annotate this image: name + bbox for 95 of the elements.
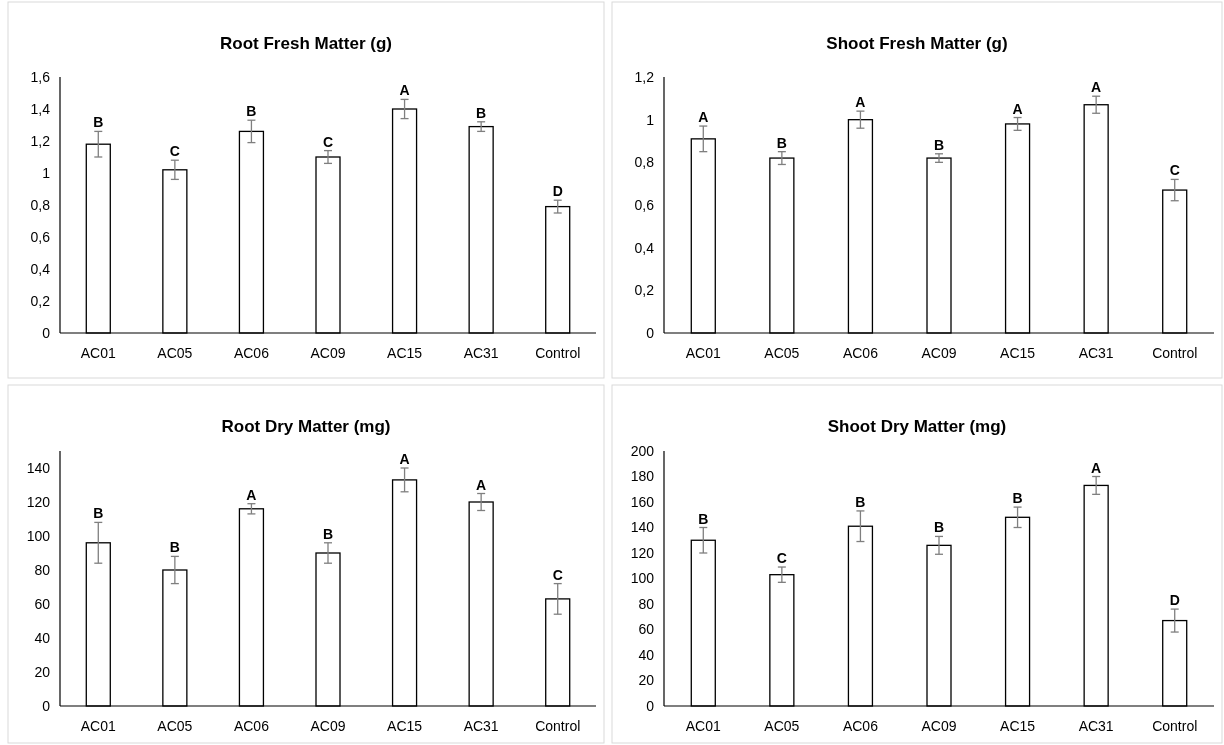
annotation: B — [246, 103, 257, 120]
annotation: C — [1169, 162, 1180, 179]
annotation: B — [93, 505, 104, 522]
y-tick-label: 0,2 — [634, 282, 655, 299]
x-tick-label: AC09 — [921, 345, 957, 361]
x-tick-label: AC31 — [463, 718, 499, 734]
x-tick-label: Control — [535, 718, 581, 734]
y-tick-label: 140 — [630, 519, 655, 536]
x-tick-label: AC31 — [1078, 718, 1114, 734]
y-tick-label: 120 — [26, 493, 51, 510]
annotation: C — [322, 133, 334, 150]
y-tick-label: 120 — [630, 544, 655, 561]
annotation: A — [399, 82, 410, 99]
y-tick-label: 40 — [638, 646, 655, 663]
y-tick-label: 20 — [638, 672, 655, 689]
annotation: A — [855, 94, 866, 111]
y-tick-label: 0 — [42, 324, 51, 341]
annotation: B — [322, 525, 334, 542]
x-tick-label: AC15 — [1000, 345, 1036, 361]
chart-title: Root Dry Matter (mg) — [221, 417, 391, 436]
y-tick-label: 100 — [630, 570, 655, 587]
annotation: D — [552, 183, 563, 200]
annotation: B — [169, 539, 180, 556]
annotation: C — [169, 143, 180, 160]
annotation: A — [698, 109, 709, 126]
y-tick-label: 0,2 — [30, 292, 51, 309]
y-tick-label: 180 — [630, 468, 655, 485]
y-tick-label: 0,4 — [30, 260, 51, 277]
x-tick-label: AC01 — [685, 718, 721, 734]
x-tick-label: AC01 — [80, 345, 116, 361]
y-tick-label: 60 — [638, 621, 655, 638]
y-tick-label: 1,4 — [30, 100, 51, 117]
x-tick-label: AC05 — [157, 718, 193, 734]
y-tick-label: 40 — [34, 629, 51, 646]
annotation: D — [1169, 592, 1180, 609]
chart-title: Shoot Fresh Matter (g) — [826, 34, 1008, 53]
y-tick-label: 0,6 — [634, 196, 655, 213]
annotation: C — [776, 550, 787, 567]
y-tick-label: 80 — [638, 595, 655, 612]
y-tick-label: 0,4 — [634, 239, 655, 256]
x-tick-label: AC31 — [1078, 345, 1114, 361]
y-tick-label: 100 — [26, 527, 51, 544]
annotation: A — [246, 486, 257, 503]
x-tick-label: AC15 — [1000, 718, 1036, 734]
x-tick-label: AC06 — [842, 718, 879, 734]
x-tick-label: Control — [1152, 718, 1198, 734]
y-tick-label: 1 — [646, 111, 655, 128]
x-tick-label: AC09 — [921, 718, 957, 734]
x-tick-label: Control — [535, 345, 581, 361]
annotation: B — [93, 114, 104, 131]
annotation: A — [1091, 79, 1102, 96]
y-tick-label: 200 — [630, 442, 655, 459]
x-tick-label: AC06 — [233, 718, 270, 734]
x-tick-label: AC01 — [685, 345, 721, 361]
chart-title: Root Fresh Matter (g) — [220, 34, 392, 53]
y-tick-label: 0 — [646, 697, 655, 714]
y-tick-label: 20 — [34, 663, 51, 680]
y-tick-label: 0,8 — [634, 154, 655, 171]
annotation: C — [552, 566, 563, 583]
x-tick-label: AC15 — [387, 345, 423, 361]
y-tick-label: 160 — [630, 493, 655, 510]
annotation: B — [855, 493, 866, 510]
x-tick-label: AC06 — [842, 345, 879, 361]
y-tick-label: 0,8 — [30, 196, 51, 213]
y-tick-label: 80 — [34, 561, 51, 578]
y-tick-label: 140 — [26, 459, 51, 476]
y-tick-label: 0,6 — [30, 228, 51, 245]
x-tick-label: AC06 — [233, 345, 270, 361]
annotation: A — [399, 451, 410, 467]
annotation: B — [776, 134, 787, 151]
annotation: B — [933, 136, 945, 153]
y-tick-label: 1,6 — [30, 68, 51, 85]
annotation: B — [476, 104, 487, 121]
x-tick-label: AC09 — [310, 718, 346, 734]
annotation: B — [933, 519, 945, 536]
y-tick-label: 1 — [42, 164, 51, 181]
annotation: B — [698, 510, 709, 527]
x-tick-label: Control — [1152, 345, 1198, 361]
x-tick-label: AC31 — [463, 345, 499, 361]
annotation: A — [1012, 100, 1023, 117]
x-tick-label: AC05 — [764, 345, 800, 361]
chart-title: Shoot Dry Matter (mg) — [827, 417, 1007, 436]
x-tick-label: AC05 — [157, 345, 193, 361]
x-tick-label: AC09 — [310, 345, 346, 361]
y-tick-label: 0 — [646, 324, 655, 341]
y-tick-label: 0 — [42, 697, 51, 714]
y-tick-label: 1,2 — [30, 132, 51, 149]
x-tick-label: AC15 — [387, 718, 423, 734]
x-tick-label: AC05 — [764, 718, 800, 734]
x-tick-label: AC01 — [80, 718, 116, 734]
annotation: A — [476, 476, 487, 493]
y-tick-label: 1,2 — [634, 68, 655, 85]
annotation: A — [1091, 459, 1102, 476]
y-tick-label: 60 — [34, 595, 51, 612]
annotation: B — [1012, 490, 1023, 507]
